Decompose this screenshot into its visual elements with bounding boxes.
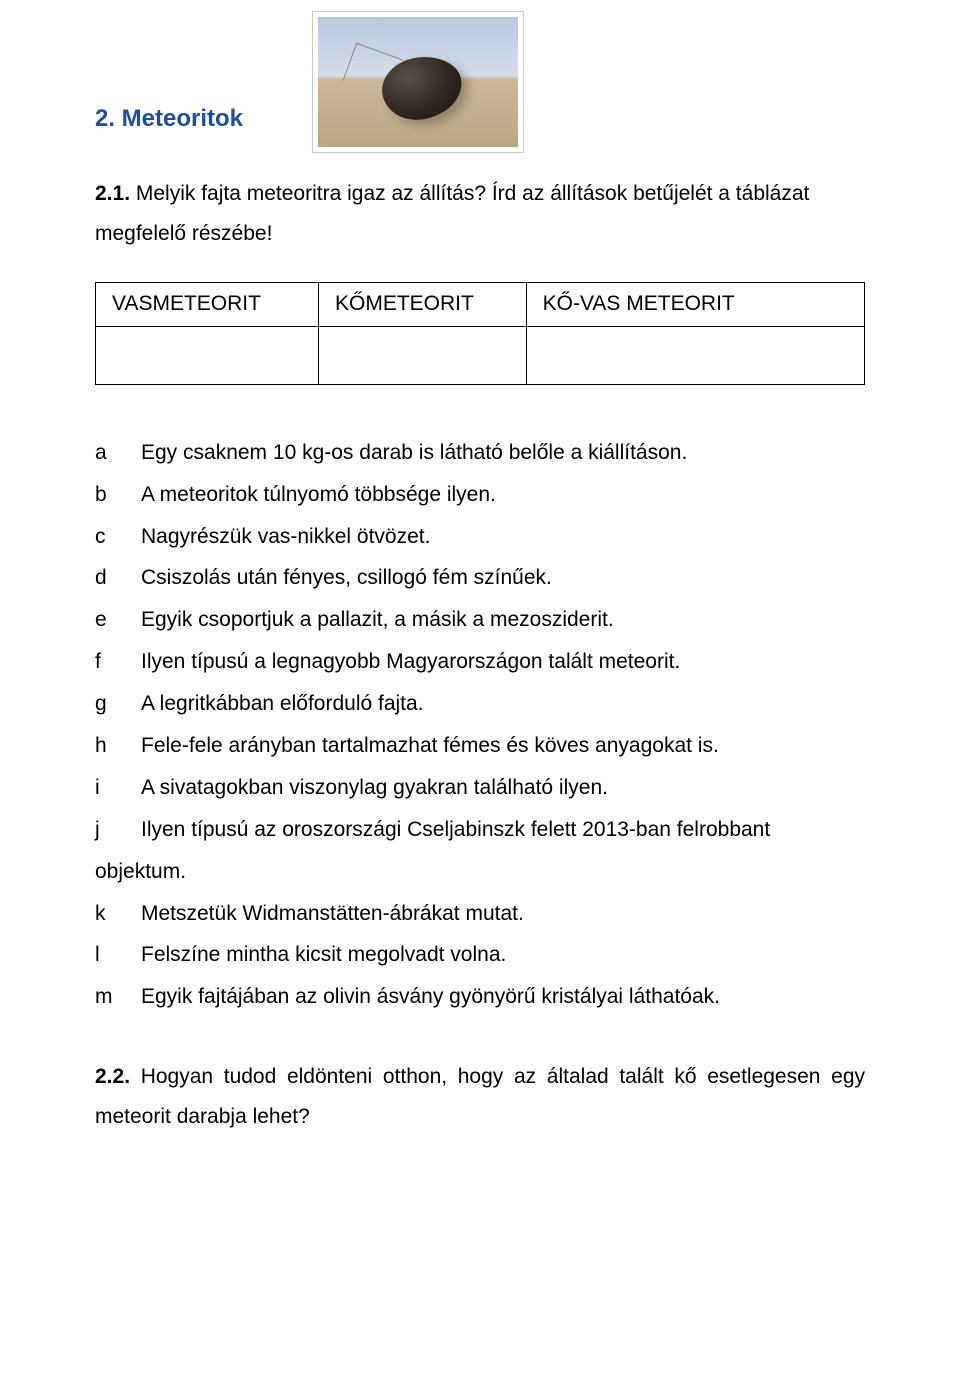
- statement-text: Felszíne mintha kicsit megolvadt volna.: [141, 935, 865, 975]
- statement-text: Ilyen típusú az oroszországi Cseljabinsz…: [141, 810, 865, 850]
- q22-number: 2.2.: [95, 1065, 130, 1088]
- statement-row: cNagyrészük vas-nikkel ötvözet.: [95, 517, 865, 557]
- statement-letter: b: [95, 475, 141, 515]
- table-answer-col2[interactable]: [319, 326, 527, 384]
- question-2-2: 2.2. Hogyan tudod eldönteni otthon, hogy…: [95, 1057, 865, 1137]
- statement-text: Fele-fele arányban tartalmazhat fémes és…: [141, 726, 865, 766]
- statement-row: bA meteoritok túlnyomó többsége ilyen.: [95, 475, 865, 515]
- question-2-1-intro: 2.1. Melyik fajta meteoritra igaz az áll…: [95, 174, 865, 254]
- statement-letter: h: [95, 726, 141, 766]
- statements-list-1: aEgy csaknem 10 kg-os darab is látható b…: [95, 433, 865, 850]
- statement-text: Ilyen típusú a legnagyobb Magyarországon…: [141, 642, 865, 682]
- q21-number: 2.1.: [95, 182, 130, 205]
- statement-row: mEgyik fajtájában az olivin ásvány gyöny…: [95, 977, 865, 1017]
- statement-row: lFelszíne mintha kicsit megolvadt volna.: [95, 935, 865, 975]
- statement-text: A meteoritok túlnyomó többsége ilyen.: [141, 475, 865, 515]
- q21-text: Melyik fajta meteoritra igaz az állítás?…: [95, 182, 809, 245]
- statement-text: Nagyrészük vas-nikkel ötvözet.: [141, 517, 865, 557]
- statement-text: Egyik fajtájában az olivin ásvány gyönyö…: [141, 977, 865, 1017]
- statement-text: Egy csaknem 10 kg-os darab is látható be…: [141, 433, 865, 473]
- table-answer-col1[interactable]: [96, 326, 319, 384]
- table-header-col2: KŐMETEORIT: [319, 282, 527, 326]
- statement-row: kMetszetük Widmanstätten-ábrákat mutat.: [95, 894, 865, 934]
- statement-text: Metszetük Widmanstätten-ábrákat mutat.: [141, 894, 865, 934]
- statement-row: gA legritkábban előforduló fajta.: [95, 684, 865, 724]
- table-header-col1: VASMETEORIT: [96, 282, 319, 326]
- statement-letter: f: [95, 642, 141, 682]
- objektum-continuation: objektum.: [95, 852, 865, 892]
- statement-text: Csiszolás után fényes, csillogó fém szín…: [141, 558, 865, 598]
- statement-row: dCsiszolás után fényes, csillogó fém szí…: [95, 558, 865, 598]
- statement-letter: l: [95, 935, 141, 975]
- statement-letter: d: [95, 558, 141, 598]
- statement-row: jIlyen típusú az oroszországi Cseljabins…: [95, 810, 865, 850]
- statement-letter: i: [95, 768, 141, 808]
- statements-list-2: kMetszetük Widmanstätten-ábrákat mutat.l…: [95, 894, 865, 1018]
- table-header-col3: KŐ-VAS METEORIT: [526, 282, 864, 326]
- statement-row: iA sivatagokban viszonylag gyakran talál…: [95, 768, 865, 808]
- statement-letter: m: [95, 977, 141, 1017]
- statement-letter: g: [95, 684, 141, 724]
- statement-text: A sivatagokban viszonylag gyakran találh…: [141, 768, 865, 808]
- statement-letter: e: [95, 600, 141, 640]
- statement-row: fIlyen típusú a legnagyobb Magyarországo…: [95, 642, 865, 682]
- header-row: 2. Meteoritok: [95, 12, 865, 152]
- statement-letter: c: [95, 517, 141, 557]
- statement-letter: j: [95, 810, 141, 850]
- q22-text: Hogyan tudod eldönteni otthon, hogy az á…: [95, 1065, 865, 1128]
- meteorite-image: [313, 12, 523, 152]
- category-table: VASMETEORIT KŐMETEORIT KŐ-VAS METEORIT: [95, 282, 865, 385]
- section-heading: 2. Meteoritok: [95, 96, 243, 152]
- statement-row: eEgyik csoportjuk a pallazit, a másik a …: [95, 600, 865, 640]
- statement-text: Egyik csoportjuk a pallazit, a másik a m…: [141, 600, 865, 640]
- statement-row: aEgy csaknem 10 kg-os darab is látható b…: [95, 433, 865, 473]
- statement-text: A legritkábban előforduló fajta.: [141, 684, 865, 724]
- statement-letter: a: [95, 433, 141, 473]
- statement-row: hFele-fele arányban tartalmazhat fémes é…: [95, 726, 865, 766]
- table-answer-col3[interactable]: [526, 326, 864, 384]
- statement-letter: k: [95, 894, 141, 934]
